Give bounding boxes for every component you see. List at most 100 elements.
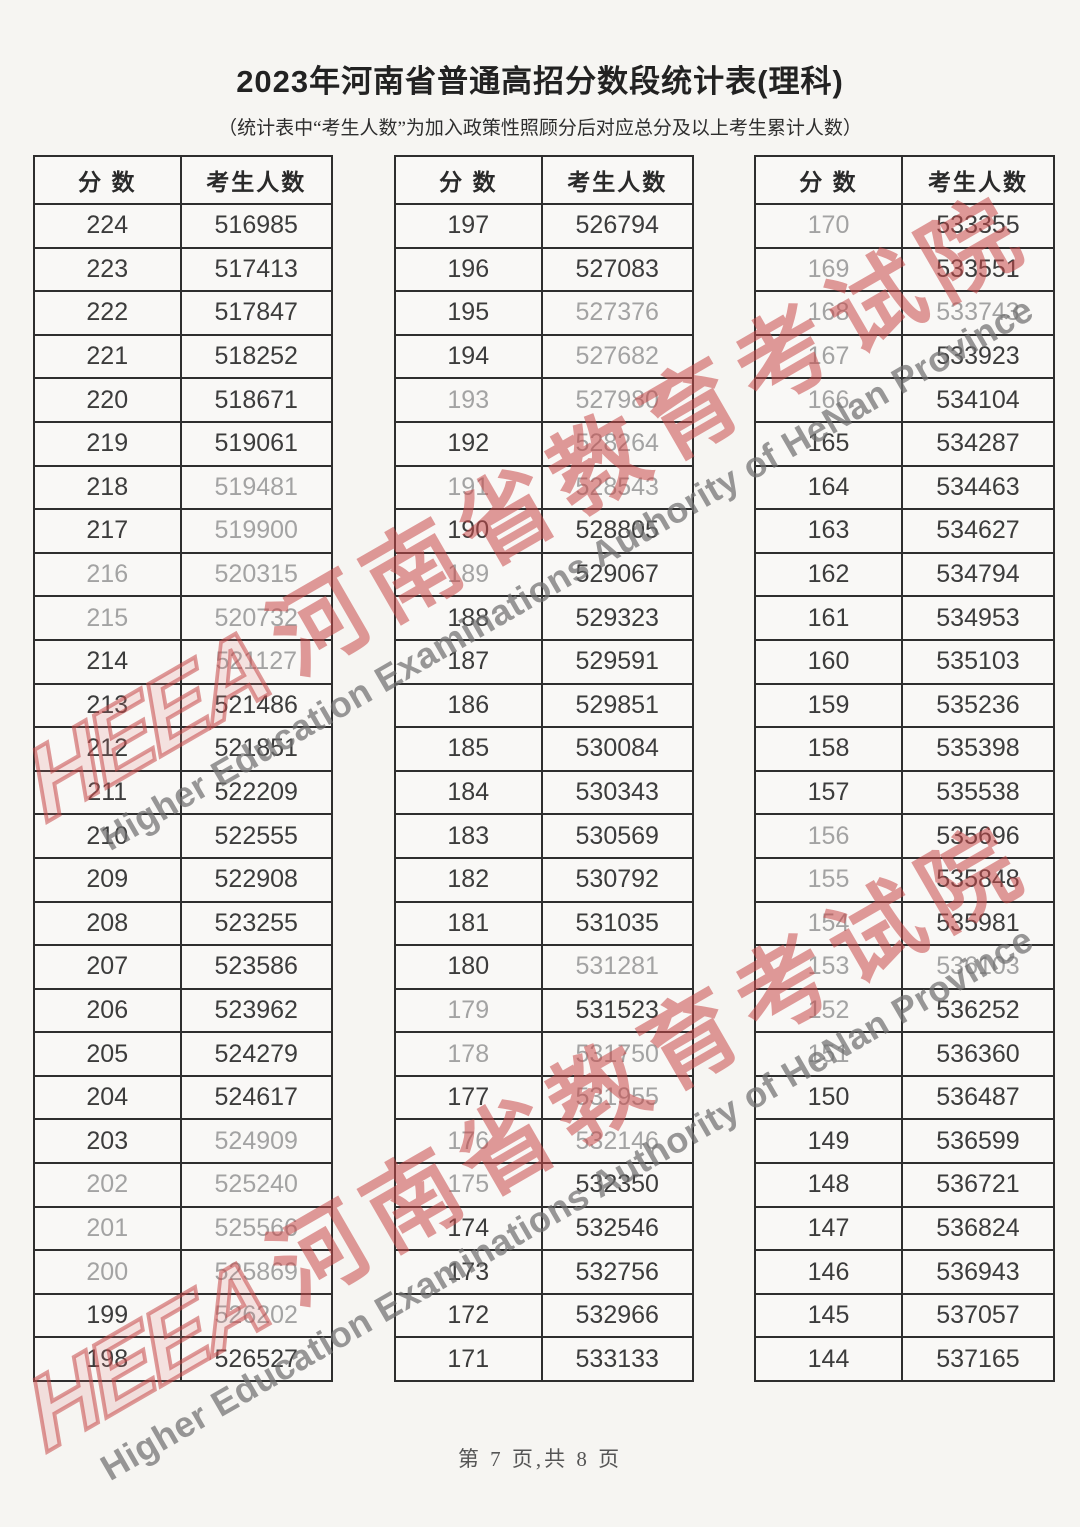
table-row: 214 521127 [35, 638, 331, 683]
count-cell: 535981 [936, 908, 1020, 937]
count-cell: 535236 [936, 690, 1020, 719]
count-cell: 531281 [575, 952, 659, 981]
table-row: 218 519481 [35, 464, 331, 509]
score-cell: 149 [756, 1120, 903, 1163]
count-cell: 533923 [936, 342, 1020, 371]
count-cell: 534953 [936, 603, 1020, 632]
score-cell: 156 [756, 815, 903, 857]
score-cell: 151 [756, 1033, 903, 1075]
table-row: 185 530084 [396, 726, 692, 770]
table-row: 160 535103 [756, 638, 1053, 683]
score-cell: 205 [35, 1033, 182, 1075]
count-cell: 522908 [214, 865, 298, 894]
count-cell: 518252 [214, 342, 298, 371]
score-cell: 161 [756, 597, 903, 639]
count-cell: 521127 [215, 647, 298, 676]
count-cell: 534627 [936, 516, 1020, 545]
count-cell: 531035 [575, 908, 659, 937]
count-cell: 524279 [214, 1039, 298, 1068]
score-cell: 211 [35, 771, 182, 814]
table-row: 155 535848 [756, 856, 1053, 901]
count-cell: 537165 [936, 1344, 1020, 1373]
count-column-header: 考生人数 [567, 169, 668, 195]
score-cell: 208 [35, 902, 182, 945]
table-row: 188 529323 [396, 595, 692, 639]
count-cell: 526527 [214, 1344, 298, 1373]
table-row: 195 527376 [396, 290, 692, 334]
table-row: 159 535236 [756, 682, 1053, 727]
count-cell: 536943 [936, 1257, 1020, 1286]
table-row: 203 524909 [35, 1118, 331, 1163]
score-cell: 164 [756, 466, 903, 509]
score-cell: 220 [35, 379, 182, 421]
score-cell: 217 [35, 510, 182, 552]
score-cell: 197 [396, 205, 543, 247]
table-row: 213 521486 [35, 682, 331, 727]
score-cell: 210 [35, 815, 182, 857]
table-row: 200 525869 [35, 1249, 331, 1293]
table-row: 186 529851 [396, 682, 692, 727]
score-cell: 189 [396, 553, 543, 596]
count-column-header: 考生人数 [927, 169, 1028, 195]
score-cell: 171 [396, 1338, 543, 1381]
score-cell: 204 [35, 1076, 182, 1119]
score-cell: 218 [35, 466, 182, 509]
score-cell: 209 [35, 858, 182, 901]
score-cell: 169 [756, 248, 903, 291]
score-cell: 193 [396, 379, 543, 421]
table-body: 197 526794 196 527083 195 527376 194 527682 193 5… [396, 203, 692, 1381]
table-row: 152 536252 [756, 987, 1053, 1032]
count-cell: 525869 [214, 1257, 298, 1286]
count-cell: 532966 [575, 1301, 659, 1330]
score-cell: 167 [756, 335, 903, 378]
table-row: 147 536824 [756, 1205, 1053, 1250]
count-cell: 536487 [936, 1083, 1020, 1112]
score-cell: 190 [396, 510, 543, 552]
count-cell: 524617 [214, 1083, 298, 1112]
table-row: 192 528264 [396, 420, 692, 465]
table-row: 149 536599 [756, 1118, 1053, 1163]
score-cell: 170 [756, 205, 903, 247]
count-cell: 532756 [575, 1257, 659, 1286]
score-cell: 176 [396, 1120, 543, 1163]
count-cell: 521851 [214, 734, 298, 763]
table-row: 219 519061 [35, 420, 331, 465]
table-row: 175 532350 [396, 1162, 692, 1206]
score-cell: 173 [396, 1251, 543, 1293]
count-cell: 527682 [575, 342, 659, 371]
score-cell: 187 [396, 640, 543, 683]
count-cell: 522555 [214, 821, 298, 850]
count-cell: 535696 [936, 821, 1020, 850]
table-row: 209 522908 [35, 856, 331, 901]
table-row: 211 522209 [35, 769, 331, 814]
count-cell: 533355 [936, 211, 1020, 240]
score-cell: 146 [756, 1251, 903, 1293]
table-row: 176 532146 [396, 1118, 692, 1163]
score-cell: 179 [396, 989, 543, 1032]
score-column-header: 分 数 [396, 157, 543, 203]
count-cell: 528264 [575, 429, 659, 458]
score-cell: 177 [396, 1076, 543, 1119]
table-row: 216 520315 [35, 551, 331, 596]
table-row: 161 534953 [756, 595, 1053, 639]
score-cell: 166 [756, 379, 903, 421]
table-row: 191 528543 [396, 464, 692, 509]
score-cell: 144 [756, 1338, 903, 1381]
score-cell: 186 [396, 684, 543, 727]
count-cell: 522209 [214, 778, 298, 807]
table-row: 144 537165 [756, 1336, 1053, 1381]
score-cell: 158 [756, 728, 903, 770]
count-cell: 526202 [214, 1301, 298, 1330]
table-row: 167 533923 [756, 333, 1053, 378]
table-row: 204 524617 [35, 1074, 331, 1119]
count-cell: 523255 [214, 908, 298, 937]
count-cell: 524909 [214, 1126, 298, 1155]
count-cell: 528805 [575, 516, 659, 545]
table-row: 180 531281 [396, 944, 692, 988]
score-column-header: 分 数 [35, 157, 182, 203]
score-cell: 192 [396, 422, 543, 465]
table-row: 174 532546 [396, 1205, 692, 1250]
count-cell: 518671 [214, 385, 298, 414]
score-cell: 206 [35, 989, 182, 1032]
score-cell: 198 [35, 1338, 182, 1381]
